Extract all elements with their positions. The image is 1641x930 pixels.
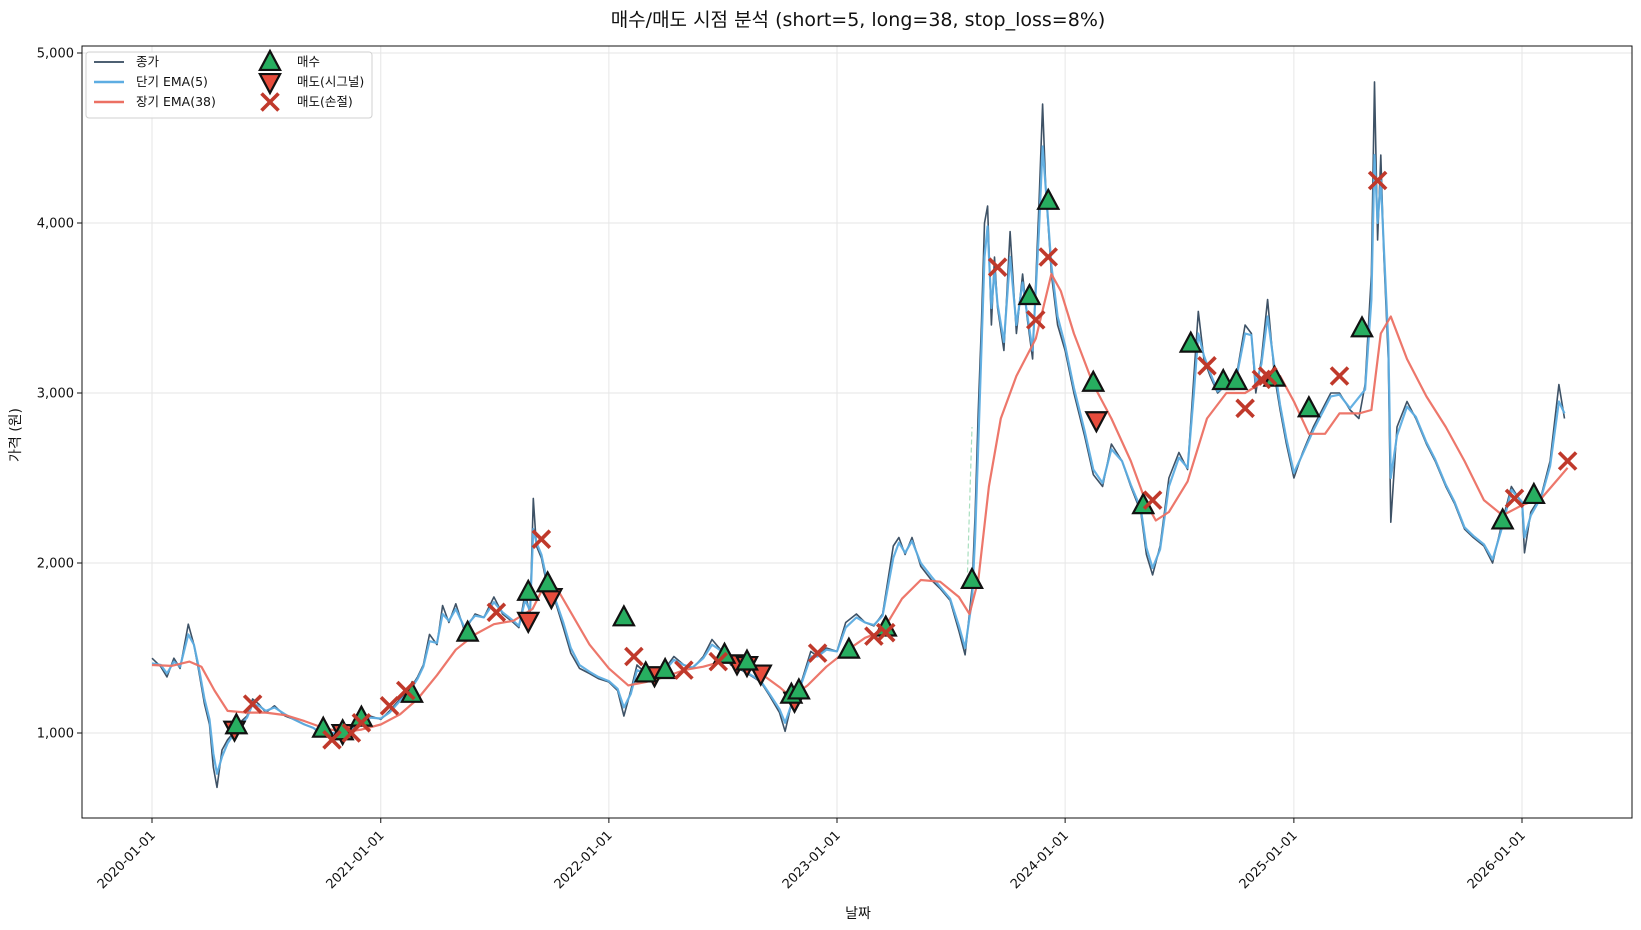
buy-marker [1036,187,1061,210]
buy-marker [1224,367,1249,391]
sell-stop-marker [1557,451,1578,471]
sell-stop-marker [708,651,729,672]
legend-buy-swatch [258,48,282,72]
sell-stop-marker [674,660,694,680]
sell-signal-marker [516,611,541,635]
buy-marker [735,648,759,671]
sell-stop-marker [987,257,1008,277]
x-tick-label: 2024-01-01 [1008,828,1072,892]
buy-marker [786,677,811,700]
buy-marker [1521,481,1546,505]
sell-stop-marker [1257,366,1278,386]
y-tick-label: 5,000 [37,47,74,62]
legend-label: 장기 EMA(38) [136,94,216,109]
y-tick-label: 3,000 [37,387,74,402]
x-axis: 2020-01-01 2021-01-01 2022-01-01 2023-01-01… [95,818,1529,892]
marker-group [222,170,1578,750]
chart-title: 매수/매도 시점 분석 (short=5, long=38, stop_loss… [611,9,1106,31]
legend-item-sell_stop: 매도(손절) [260,92,353,112]
legend-label: 매도(시그널) [297,74,364,89]
grid [82,46,1632,818]
buy-marker [653,656,678,680]
trade-connector-line [966,426,973,589]
sell-stop-marker [242,694,263,714]
legend-label: 단기 EMA(5) [136,74,208,89]
x-tick-label: 2023-01-01 [780,828,844,892]
sell-stop-marker [864,626,884,646]
sell-stop-marker [624,646,644,667]
buy-marker [535,570,560,593]
buy-marker [1350,315,1374,338]
close-price-line [151,81,1566,789]
legend-item-close: 종가 [94,54,160,69]
legend-sell-signal-swatch [258,72,282,96]
x-tick-label: 2022-01-01 [552,828,616,892]
legend-sell-stop-swatch [260,92,280,112]
sell-stop-marker [351,713,372,733]
buy-marker [455,619,480,642]
sell-stop-marker [486,602,507,623]
sell-stop-marker [1329,366,1350,386]
buy-marker [1490,507,1515,530]
y-axis: 1,000 2,000 3,000 4,000 5,000 [37,47,82,742]
sell-stop-marker [1038,247,1059,267]
buy-marker [960,566,984,590]
ema-short-line [151,145,1566,775]
x-tick-label: 2021-01-01 [324,828,388,892]
legend-item-sell_signal: 매도(시그널) [258,72,364,96]
y-tick-label: 4,000 [37,217,74,232]
plot-frame [81,45,1633,819]
legend-label: 종가 [136,54,160,69]
y-tick-label: 1,000 [37,727,74,742]
buy-marker [1081,369,1106,392]
sell-stop-marker [1235,398,1255,419]
buy-marker [311,715,336,738]
sell-stop-marker [807,643,828,663]
legend-item-ema_long: 장기 EMA(38) [94,94,216,109]
buy-marker [633,660,658,683]
buy-marker [836,636,861,659]
sell-stop-marker [1197,356,1217,376]
x-axis-label: 날짜 [845,906,871,922]
series-group [151,81,1569,789]
legend-item-ema_short: 단기 EMA(5) [94,74,208,89]
buy-marker [224,712,249,735]
x-tick-label: 2026-01-01 [1465,828,1529,892]
legend-item-buy: 매수 [258,48,320,72]
buy-marker [1178,330,1203,353]
buy-marker [611,604,636,627]
x-tick-label: 2020-01-01 [95,828,159,892]
sell-stop-marker [1025,310,1046,330]
sell-stop-marker [1504,488,1525,509]
y-tick-label: 2,000 [37,557,74,572]
sell-stop-marker [1142,490,1163,510]
sell-stop-marker [379,696,400,716]
sell-stop-marker [322,730,342,750]
buy-marker [516,578,541,601]
x-tick-label: 2025-01-01 [1237,828,1301,892]
legend-label: 매수 [297,54,320,69]
sell-stop-marker [875,622,896,643]
sell-stop-marker [531,529,552,549]
y-axis-label: 가격 (원) [8,408,24,462]
sell-signal-marker [1084,411,1109,434]
ema-long-line [151,272,1569,734]
sell-stop-marker [1367,170,1388,191]
buy-marker [1017,282,1042,306]
sell-stop-marker [395,680,416,701]
legend-box [85,51,373,119]
buy-marker [1296,394,1321,418]
legend-label: 매도(손절) [297,94,353,109]
